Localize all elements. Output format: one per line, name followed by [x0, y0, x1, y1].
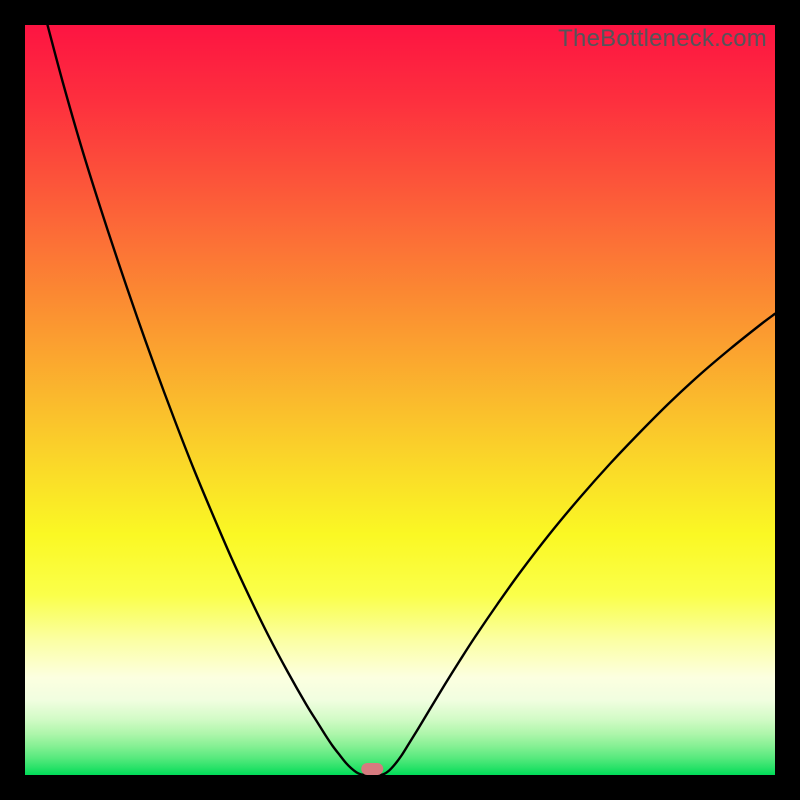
bottleneck-curve-right — [379, 314, 775, 775]
curve-svg — [25, 25, 775, 775]
watermark-text: TheBottleneck.com — [558, 25, 767, 53]
optimal-marker — [361, 763, 383, 775]
chart-frame: TheBottleneck.com — [0, 0, 800, 800]
bottleneck-curve-left — [48, 25, 367, 775]
plot-area: TheBottleneck.com — [25, 25, 775, 775]
